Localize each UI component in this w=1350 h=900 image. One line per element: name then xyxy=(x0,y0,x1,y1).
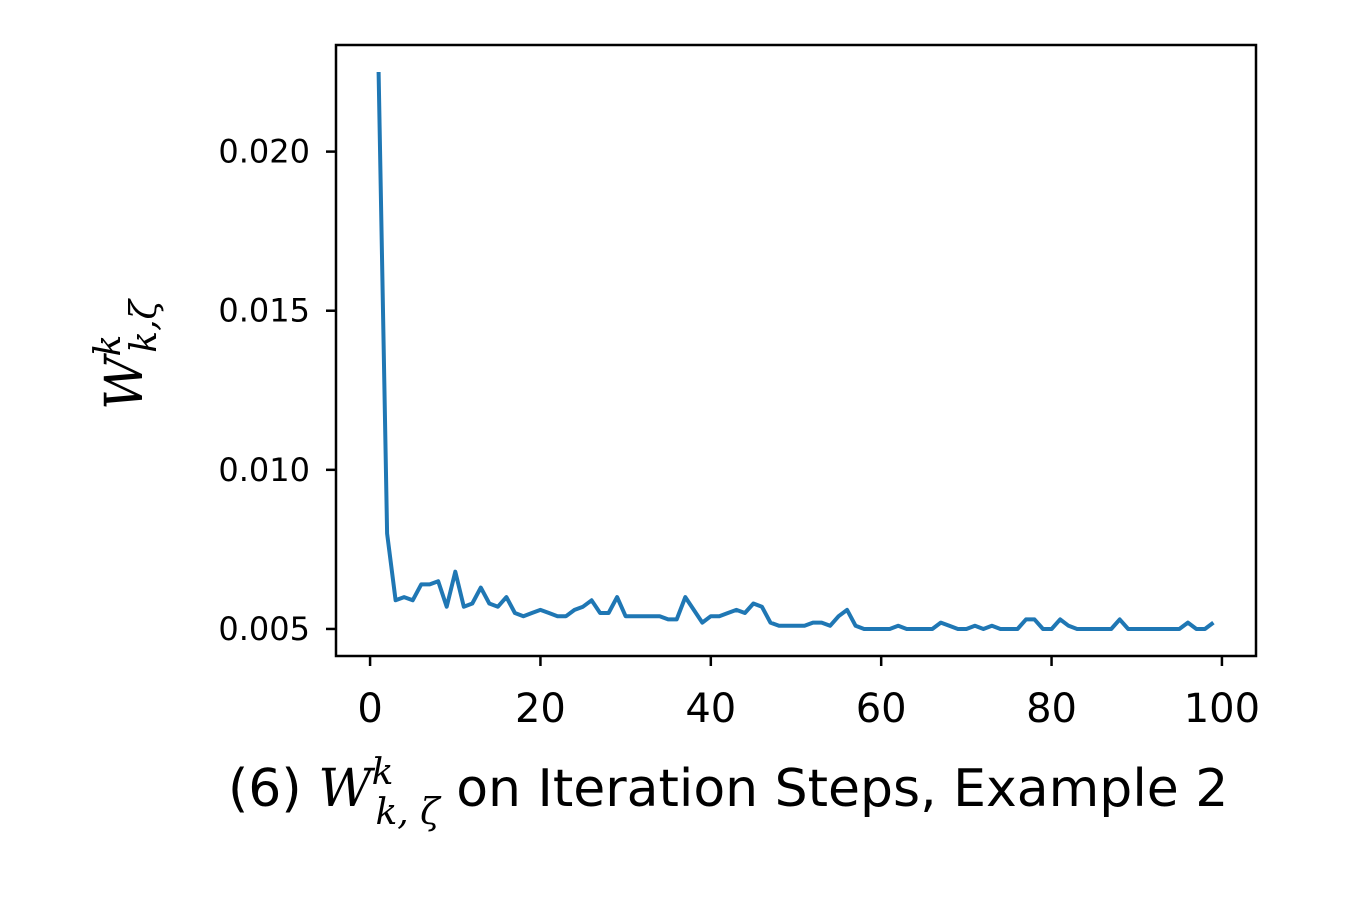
x-tick-label: 80 xyxy=(1026,686,1077,732)
y-tick-label: 0.010 xyxy=(218,451,310,489)
x-tick-label: 100 xyxy=(1184,686,1260,732)
y-axis-ticks: 0.005 0.010 0.015 0.020 xyxy=(218,133,336,648)
caption-suffix: on Iteration Steps, Example 2 xyxy=(440,759,1229,819)
series-line xyxy=(376,71,1215,631)
y-axis-title: Wkk,ζ xyxy=(88,297,165,410)
x-tick-label: 0 xyxy=(357,686,382,732)
caption-math-base: W xyxy=(318,759,375,819)
y-tick-label: 0.015 xyxy=(218,292,310,330)
y-tick-label: 0.020 xyxy=(218,133,310,171)
y-axis-title-sub: k,ζ xyxy=(124,297,165,352)
x-tick-label: 40 xyxy=(685,686,736,732)
x-tick-label: 20 xyxy=(515,686,566,732)
plot-area xyxy=(376,71,1215,631)
y-axis-title-sup: k xyxy=(88,335,129,357)
x-tick-label: 60 xyxy=(856,686,907,732)
caption-math-sub: k, ζ xyxy=(375,792,442,833)
caption-math-sup: k xyxy=(372,752,394,793)
x-axis-ticks: 0 20 40 60 80 100 xyxy=(357,656,1260,732)
caption-prefix: (6) xyxy=(228,759,318,819)
chart-caption: (6) Wk k, ζ on Iteration Steps, Example 2 xyxy=(228,752,1228,833)
y-axis-title-base: W xyxy=(95,353,155,410)
y-tick-label: 0.005 xyxy=(218,610,310,648)
axes-frame xyxy=(334,43,1258,658)
